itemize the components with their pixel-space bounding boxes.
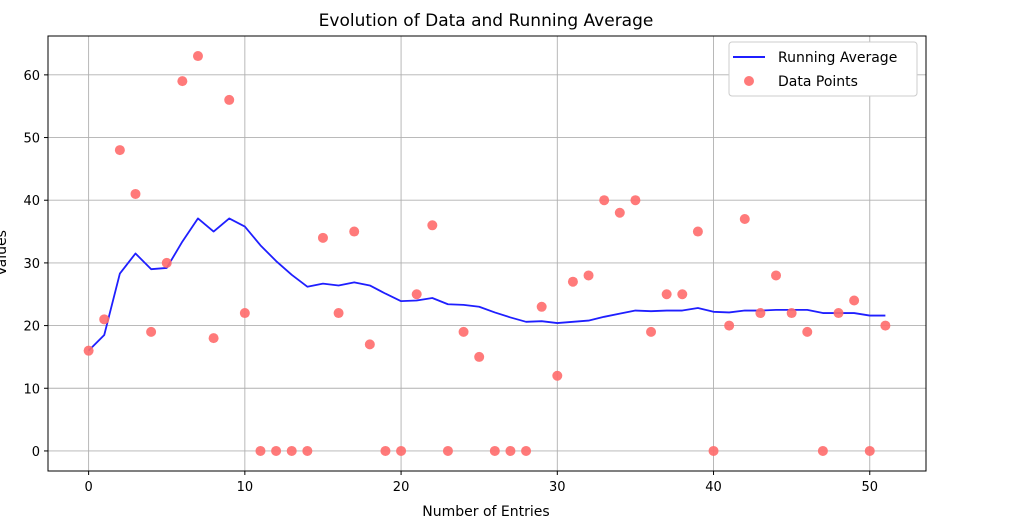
data-point <box>677 289 688 300</box>
x-tick-label: 50 <box>861 480 878 495</box>
y-tick-label: 50 <box>23 132 40 147</box>
data-point <box>396 445 407 456</box>
data-point <box>192 51 203 62</box>
data-point <box>880 320 891 331</box>
data-point <box>489 445 500 456</box>
data-point <box>349 226 360 237</box>
legend: Running Average Data Points <box>728 41 918 97</box>
data-point <box>83 345 94 356</box>
data-point <box>786 308 797 319</box>
running-average-line-group <box>87 217 886 352</box>
data-point <box>552 370 563 381</box>
data-point <box>646 326 657 337</box>
data-point <box>114 145 125 156</box>
data-point <box>817 445 828 456</box>
data-points-group <box>83 51 891 456</box>
data-point <box>302 445 313 456</box>
data-point <box>458 326 469 337</box>
data-point <box>442 445 453 456</box>
x-ticks: 0 10 20 30 40 50 <box>84 471 878 495</box>
data-point <box>755 308 766 319</box>
legend-running-average: Running Average <box>778 50 897 66</box>
data-point <box>567 276 578 287</box>
y-tick-label: 0 <box>32 445 40 460</box>
data-point <box>99 314 110 325</box>
data-point <box>317 232 328 243</box>
data-point <box>802 326 813 337</box>
data-point <box>286 445 297 456</box>
y-tick-label: 30 <box>23 257 40 272</box>
data-point <box>364 339 375 350</box>
data-point <box>536 301 547 312</box>
data-point <box>708 445 719 456</box>
data-point <box>208 333 219 344</box>
y-tick-label: 10 <box>23 382 40 397</box>
data-point <box>864 445 875 456</box>
x-tick-label: 40 <box>705 480 722 495</box>
y-tick-label: 40 <box>23 194 40 209</box>
y-ticks: 0 10 20 30 40 50 60 <box>23 69 48 460</box>
y-axis-label: Values <box>0 230 10 276</box>
data-point <box>630 195 641 206</box>
data-point <box>771 270 782 281</box>
x-tick-label: 30 <box>549 480 566 495</box>
data-point <box>411 289 422 300</box>
x-tick-label: 10 <box>237 480 254 495</box>
data-point <box>521 445 532 456</box>
data-point <box>849 295 860 306</box>
data-point <box>614 207 625 218</box>
data-point <box>833 308 844 319</box>
plot-frame <box>47 35 927 472</box>
grid <box>48 36 926 471</box>
data-point <box>427 220 438 231</box>
data-point <box>177 76 188 87</box>
x-axis-label: Number of Entries <box>422 504 549 520</box>
data-point <box>271 445 282 456</box>
running-average-line <box>87 217 886 352</box>
data-point <box>161 257 172 268</box>
legend-data-points: Data Points <box>778 74 858 90</box>
legend-marker-swatch <box>744 76 754 86</box>
data-point <box>146 326 157 337</box>
y-tick-label: 20 <box>23 320 40 335</box>
legend-box <box>728 41 918 97</box>
data-point <box>739 214 750 225</box>
data-point <box>661 289 672 300</box>
data-point <box>474 351 485 362</box>
data-point <box>255 445 266 456</box>
y-tick-label: 60 <box>23 69 40 84</box>
data-point <box>505 445 516 456</box>
data-point <box>333 308 344 319</box>
x-tick-label: 0 <box>84 480 92 495</box>
data-point <box>130 188 141 199</box>
chart-title: Evolution of Data and Running Average <box>319 11 654 31</box>
data-point <box>239 308 250 319</box>
data-point <box>583 270 594 281</box>
data-point <box>692 226 703 237</box>
data-point <box>224 94 235 105</box>
data-point <box>599 195 610 206</box>
data-point <box>380 445 391 456</box>
data-point <box>724 320 735 331</box>
x-tick-label: 20 <box>393 480 410 495</box>
